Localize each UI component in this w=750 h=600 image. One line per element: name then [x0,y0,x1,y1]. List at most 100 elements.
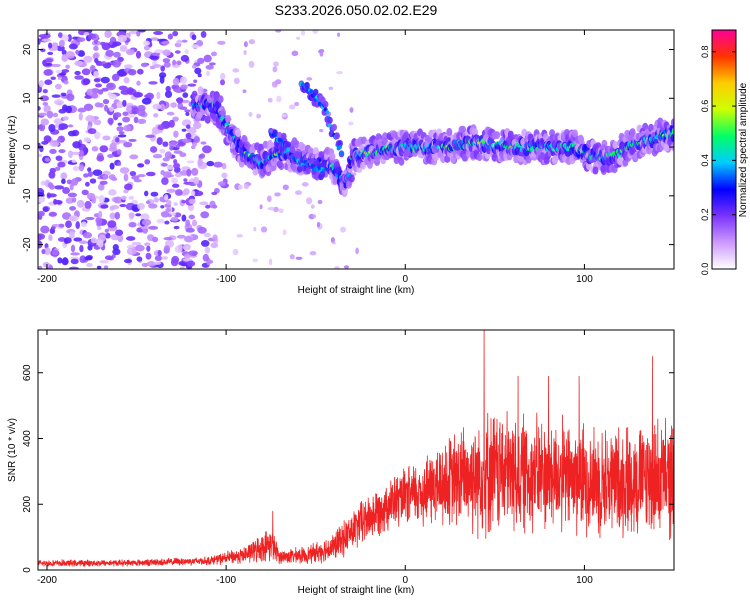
noise-cell [178,261,186,266]
noise-cell [252,258,258,263]
noise-cell [153,113,159,118]
noise-cell [150,191,159,197]
noise-cell [116,69,126,77]
ridge-halo [552,155,558,164]
noise-cell [116,101,124,109]
noise-cell [70,151,81,155]
noise-cell [85,115,95,122]
noise-cell [40,180,46,186]
noise-cell [72,165,80,172]
noise-cell [334,266,340,269]
noise-cell [81,189,89,196]
noise-cell [267,206,275,211]
noise-cell [67,124,74,128]
ridge-halo [225,114,232,123]
ridge-halo [197,86,204,95]
noise-cell [96,265,102,269]
noise-cell [256,113,262,119]
noise-cell [43,69,53,76]
noise-cell [84,256,93,261]
noise-cell [188,198,196,205]
noise-cell [191,145,196,150]
noise-cell [170,216,179,222]
noise-cell [187,126,197,135]
noise-cell [51,63,61,68]
colorbar-tick-label: 0.2 [700,208,710,221]
noise-cell [191,219,198,227]
noise-cell [143,40,150,46]
noise-cell [175,143,181,149]
noise-cell [67,130,77,137]
noise-cell [184,109,191,113]
noise-cell [190,190,196,196]
noise-cell [294,101,300,107]
ridge-halo [300,143,307,152]
noise-cell [39,95,49,102]
noise-cell [199,201,209,206]
y-tick-label: 0 [22,144,33,150]
noise-cell [145,252,152,260]
noise-cell [55,69,62,74]
noise-cell [276,95,282,103]
noise-cell [144,190,149,197]
branch-cell [281,132,287,140]
ridge-halo [612,141,619,149]
ridge-halo [235,129,242,137]
noise-cell [300,30,306,36]
noise-cell [114,112,122,118]
heatmap-cells [38,30,674,269]
noise-cell [162,58,171,63]
noise-cell [96,226,102,231]
noise-cell [181,39,188,43]
noise-cell [112,59,121,68]
noise-cell [104,30,112,38]
noise-cell [60,92,67,97]
noise-cell [111,177,118,181]
noise-cell [117,34,127,43]
noise-cell [122,111,129,116]
noise-cell [192,141,198,147]
noise-cell [42,261,50,268]
noise-cell [70,178,79,186]
noise-cell [50,226,56,230]
noise-cell [96,155,105,162]
noise-cell [148,203,158,209]
noise-cell [183,188,190,195]
noise-cell [83,103,94,111]
noise-cell [163,61,171,68]
snr-series-line [38,330,674,568]
noise-cell [183,245,190,251]
noise-cell [312,214,317,219]
noise-cell [51,94,61,98]
noise-cell [145,134,155,138]
noise-cell [157,250,162,257]
noise-cell [108,189,117,196]
noise-cell [205,204,211,209]
noise-cell [193,79,198,83]
noise-cell [242,89,247,94]
ridge-halo [293,140,300,149]
noise-cell [43,247,51,255]
noise-cell [219,79,226,86]
noise-cell [144,159,151,165]
noise-cell [221,172,228,179]
figure-title: S233.2026.050.02.02.E29 [275,2,438,18]
ridge-halo [577,134,584,143]
branch-cell [295,151,301,159]
noise-cell [305,197,313,205]
noise-cell [148,225,159,230]
noise-cell [133,91,143,98]
ridge-halo [642,122,649,131]
noise-cell [41,38,52,42]
noise-cell [117,161,122,166]
noise-cell [94,58,99,64]
noise-cell [92,169,103,176]
noise-cell [203,54,212,63]
noise-cell [38,124,43,130]
noise-cell [79,255,87,264]
noise-cell [67,34,72,42]
noise-cell [166,200,172,206]
noise-cell [65,51,75,59]
